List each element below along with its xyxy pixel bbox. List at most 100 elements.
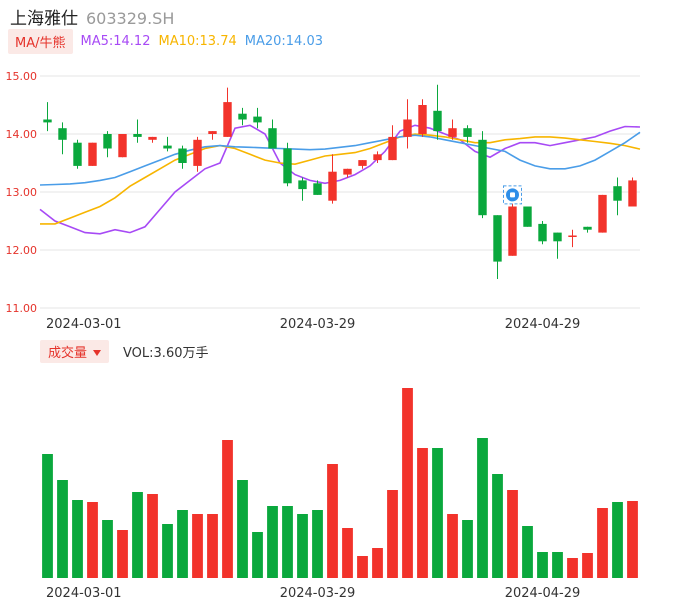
volume-bar	[57, 480, 68, 578]
volume-bar	[177, 510, 188, 578]
volume-bar	[312, 510, 323, 578]
candle-up	[598, 194, 607, 233]
volume-legend-bar: 成交量 VOL:3.60万手	[40, 339, 209, 363]
candle-up	[628, 180, 637, 207]
price-y-axis: 15.00 14.00 13.00 12.00 11.00	[6, 70, 38, 315]
candlesticks	[43, 84, 637, 279]
volume-bar	[402, 388, 413, 578]
y-tick-label: 15.00	[6, 70, 38, 83]
x-tick-label: 2024-03-01	[46, 586, 122, 601]
volume-bar	[282, 506, 293, 578]
volume-bar	[567, 558, 578, 578]
volume-bar	[192, 514, 203, 578]
volume-bar	[492, 474, 503, 578]
candle-down	[298, 180, 307, 190]
candle-down	[553, 232, 562, 242]
candle-down	[253, 116, 262, 123]
candle-up	[208, 131, 217, 134]
volume-bar	[102, 520, 113, 578]
candle-down	[463, 128, 472, 137]
y-tick-label: 12.00	[6, 244, 38, 257]
volume-bar	[627, 501, 638, 578]
volume-bar	[447, 514, 458, 578]
candle-down	[493, 215, 502, 262]
price-grid	[40, 75, 640, 309]
candle-up	[448, 128, 457, 137]
y-tick-label: 11.00	[6, 302, 38, 315]
ma5-line	[39, 124, 641, 235]
volume-bar	[132, 492, 143, 578]
candle-down	[238, 113, 247, 120]
ma-selector-button[interactable]: MA/牛熊	[8, 28, 73, 54]
volume-bar	[147, 494, 158, 578]
candle-up	[373, 154, 382, 161]
volume-bar	[462, 520, 473, 578]
volume-bar	[342, 528, 353, 578]
ma10-line	[40, 133, 641, 225]
candle-up	[118, 134, 127, 158]
candle-up	[148, 136, 157, 140]
candle-up	[193, 139, 202, 166]
volume-bar	[162, 524, 173, 578]
candle-up	[568, 235, 577, 237]
volume-bar	[297, 514, 308, 578]
volume-bar	[432, 448, 443, 578]
ma-legend-bar: MA/牛熊 MA5:14.12 MA10:13.74 MA20:14.03	[8, 28, 331, 54]
volume-selector-button[interactable]: 成交量	[40, 339, 110, 363]
candle-down	[43, 119, 52, 123]
volume-bar	[72, 500, 83, 578]
x-tick-label: 2024-03-29	[280, 317, 356, 332]
volume-bar	[417, 448, 428, 578]
candle-down	[73, 142, 82, 166]
volume-bar	[42, 454, 53, 578]
volume-bars	[42, 388, 638, 578]
event-marker[interactable]	[503, 185, 522, 205]
ma20-line	[39, 131, 641, 186]
candle-up	[418, 105, 427, 134]
candle-down	[433, 110, 442, 132]
volume-bar	[597, 508, 608, 578]
candle-down	[283, 148, 292, 184]
volume-bar	[117, 530, 128, 578]
volume-bar	[327, 464, 338, 578]
stock-name: 上海雅仕	[10, 9, 78, 29]
x-tick-label: 2024-04-29	[505, 586, 581, 601]
price-x-axis: 2024-03-01 2024-03-29 2024-04-29	[46, 317, 580, 332]
marker-frame	[503, 185, 522, 205]
volume-bar	[507, 490, 518, 578]
candle-down	[538, 223, 547, 242]
volume-bar	[612, 502, 623, 578]
candle-up	[358, 160, 367, 166]
volume-bar	[552, 552, 563, 578]
candle-down	[58, 128, 67, 140]
candle-down	[178, 148, 187, 163]
x-tick-label: 2024-03-29	[280, 586, 356, 601]
candle-up	[508, 206, 517, 256]
volume-value: VOL:3.60万手	[123, 345, 209, 361]
candle-up	[403, 119, 412, 137]
stock-header: 上海雅仕 603329.SH	[10, 4, 175, 29]
volume-bar	[372, 548, 383, 578]
marker-glyph	[510, 192, 515, 198]
candle-up	[223, 102, 232, 137]
volume-bar	[357, 556, 368, 578]
candle-down	[478, 139, 487, 216]
volume-bar	[207, 514, 218, 578]
candle-down	[583, 226, 592, 230]
candle-down	[613, 186, 622, 201]
volume-bar	[582, 553, 593, 578]
moving-average-lines	[39, 124, 641, 235]
ma20-legend: MA20:14.03	[244, 33, 323, 49]
volume-bar	[537, 552, 548, 578]
volume-bar	[87, 502, 98, 578]
ma10-legend: MA10:13.74	[158, 33, 237, 49]
candle-up	[343, 168, 352, 175]
x-tick-label: 2024-04-29	[505, 317, 581, 332]
volume-bar	[222, 440, 233, 578]
candle-down	[523, 206, 532, 227]
ma5-legend: MA5:14.12	[80, 33, 151, 49]
volume-bar	[387, 490, 398, 578]
volume-bar	[237, 480, 248, 578]
stock-code: 603329.SH	[86, 9, 175, 28]
